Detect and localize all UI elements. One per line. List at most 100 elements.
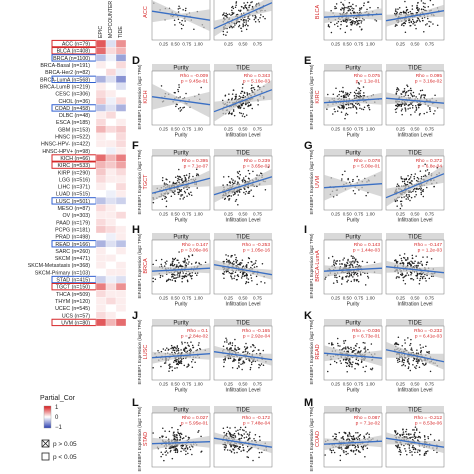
data-point xyxy=(176,179,179,182)
data-point xyxy=(241,104,243,107)
data-point xyxy=(251,87,253,89)
data-point xyxy=(229,342,232,345)
data-point xyxy=(361,108,363,110)
data-point xyxy=(231,262,233,265)
data-point xyxy=(396,205,398,207)
data-point xyxy=(416,275,418,277)
data-point xyxy=(407,366,410,368)
heatmap-cell xyxy=(115,125,127,134)
data-point xyxy=(426,261,429,263)
data-point xyxy=(430,275,433,277)
data-point xyxy=(194,262,197,264)
heatmap-cell xyxy=(105,218,117,227)
data-point xyxy=(178,352,180,354)
data-point xyxy=(411,18,414,21)
data-point xyxy=(414,173,417,175)
panel-cancer-label: KICH xyxy=(143,90,149,103)
data-point xyxy=(330,344,333,346)
data-point xyxy=(423,452,426,455)
data-point xyxy=(433,439,436,441)
data-point xyxy=(410,264,412,267)
data-point xyxy=(397,336,400,339)
data-point xyxy=(247,17,249,20)
data-point xyxy=(168,430,171,433)
data-point xyxy=(415,21,417,23)
heatmap-cell xyxy=(115,254,127,262)
data-point xyxy=(397,88,399,90)
heatmap-cell xyxy=(105,125,117,134)
data-point xyxy=(176,175,179,177)
data-point xyxy=(231,344,234,347)
data-point xyxy=(353,280,356,282)
data-point xyxy=(185,7,187,10)
regression-line xyxy=(213,2,273,30)
data-point xyxy=(368,108,371,111)
data-point xyxy=(250,277,253,279)
data-point xyxy=(177,431,179,433)
data-point xyxy=(174,24,176,26)
data-point xyxy=(244,180,247,183)
data-point xyxy=(247,105,249,108)
data-point xyxy=(242,362,244,365)
data-point xyxy=(187,344,190,346)
data-point xyxy=(362,366,364,369)
data-point xyxy=(343,347,345,349)
data-point xyxy=(337,25,339,27)
heatmap-cell xyxy=(105,82,117,91)
data-point xyxy=(244,426,247,428)
data-point xyxy=(411,95,414,98)
heatmap-cell xyxy=(95,139,107,148)
data-point xyxy=(365,365,367,368)
data-point xyxy=(256,265,258,268)
panel-cancer-label: UVM xyxy=(315,175,321,188)
data-point xyxy=(160,263,162,266)
data-point xyxy=(181,19,183,22)
data-point xyxy=(407,108,409,110)
data-point xyxy=(395,8,397,10)
data-point xyxy=(404,450,407,452)
data-point xyxy=(227,270,229,272)
data-point xyxy=(180,109,183,111)
data-point xyxy=(351,20,353,23)
data-point xyxy=(339,28,342,30)
data-point xyxy=(171,264,174,267)
data-point xyxy=(428,277,431,280)
data-point xyxy=(423,434,426,437)
facet-title: Purity xyxy=(173,234,188,240)
data-point xyxy=(234,24,236,26)
data-point xyxy=(414,195,416,198)
data-point xyxy=(251,280,253,282)
heatmap-row-label: LIHC (n=371) xyxy=(58,185,90,191)
data-point xyxy=(350,29,352,31)
data-point xyxy=(356,362,358,365)
data-point xyxy=(360,8,362,10)
data-point xyxy=(340,1,342,4)
data-point xyxy=(163,265,166,267)
data-point xyxy=(245,265,247,267)
data-point xyxy=(177,360,180,362)
data-point xyxy=(417,105,420,107)
data-point xyxy=(405,177,408,180)
data-point xyxy=(230,451,233,453)
data-point xyxy=(233,263,235,265)
data-point xyxy=(245,342,247,345)
x-tick-label: 0.25 xyxy=(224,42,233,47)
data-point xyxy=(173,258,176,261)
data-point xyxy=(244,6,247,8)
data-point xyxy=(248,178,250,180)
facet-title: Purity xyxy=(345,150,360,156)
data-point xyxy=(249,368,252,371)
data-point xyxy=(245,4,247,6)
data-point xyxy=(422,346,424,348)
x-tick-label: 0.50 xyxy=(411,42,420,47)
data-point xyxy=(345,276,348,278)
heatmap-row-label: LGG (n=516) xyxy=(59,177,90,183)
data-point xyxy=(186,188,188,191)
data-point xyxy=(342,20,345,22)
data-point xyxy=(237,447,240,450)
data-point xyxy=(419,436,421,438)
data-point xyxy=(395,88,398,91)
data-point xyxy=(165,450,168,452)
heatmap-cell xyxy=(95,297,107,305)
data-point xyxy=(344,263,346,266)
